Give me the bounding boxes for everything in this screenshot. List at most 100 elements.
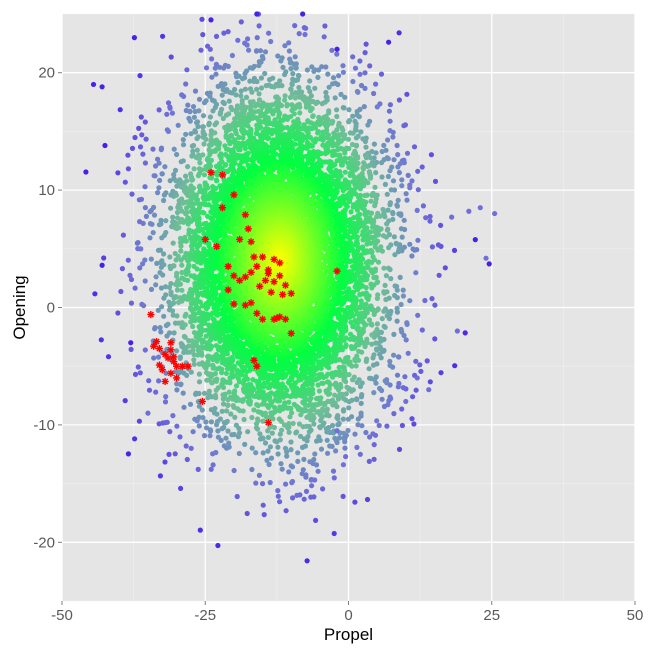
cloud-point xyxy=(330,468,337,474)
cloud-point xyxy=(152,173,158,179)
cloud-point xyxy=(203,65,210,71)
cloud-point xyxy=(402,374,408,380)
cloud-point xyxy=(234,406,241,412)
cloud-point xyxy=(178,485,184,491)
cloud-point xyxy=(229,90,235,96)
cloud-point xyxy=(452,363,458,369)
cloud-point xyxy=(323,388,329,394)
cloud-point xyxy=(387,118,393,124)
cloud-point xyxy=(196,155,202,162)
cloud-point xyxy=(330,152,336,158)
cloud-point xyxy=(205,185,211,191)
cloud-point xyxy=(345,416,351,422)
cloud-point xyxy=(183,443,189,449)
cloud-point xyxy=(347,172,353,179)
cloud-point xyxy=(232,414,238,420)
cloud-point xyxy=(424,358,430,364)
cloud-point xyxy=(228,307,234,313)
cloud-point xyxy=(224,408,230,414)
cloud-point xyxy=(404,91,410,97)
cloud-point xyxy=(157,177,163,183)
cloud-point xyxy=(358,400,364,406)
cloud-point xyxy=(269,430,275,436)
cloud-point xyxy=(297,433,304,439)
cloud-point xyxy=(201,100,208,106)
cloud-point xyxy=(329,47,335,53)
cloud-point xyxy=(163,229,169,236)
cloud-point xyxy=(349,141,356,148)
cloud-point xyxy=(210,108,216,114)
cloud-point xyxy=(92,291,98,297)
cloud-point xyxy=(391,157,397,163)
cloud-point xyxy=(371,390,377,396)
cloud-point xyxy=(253,425,260,431)
cloud-point xyxy=(275,493,281,499)
cloud-point xyxy=(258,75,264,81)
cloud-point xyxy=(352,284,358,290)
cloud-point xyxy=(157,325,163,331)
cloud-point xyxy=(287,414,293,420)
cloud-point xyxy=(153,163,159,169)
cloud-point xyxy=(342,169,348,175)
cloud-point xyxy=(174,348,180,354)
cloud-point xyxy=(174,209,181,216)
cloud-point xyxy=(355,416,361,422)
cloud-point xyxy=(164,111,170,117)
cloud-point xyxy=(253,450,259,456)
cloud-point xyxy=(398,301,404,308)
cloud-point xyxy=(221,65,227,71)
cloud-point xyxy=(168,289,174,295)
cloud-point xyxy=(251,407,257,413)
cloud-point xyxy=(275,83,282,89)
cloud-point xyxy=(221,30,227,36)
cloud-point xyxy=(390,134,396,140)
cloud-point xyxy=(101,255,107,261)
cloud-point xyxy=(271,84,277,90)
cloud-point xyxy=(296,30,302,37)
cloud-point xyxy=(246,118,252,124)
cloud-point xyxy=(186,262,192,268)
cloud-point xyxy=(160,33,166,39)
cloud-point xyxy=(132,134,138,141)
cloud-point xyxy=(357,58,363,64)
cloud-point xyxy=(172,167,179,173)
cloud-point xyxy=(303,25,309,31)
cloud-point xyxy=(275,444,281,450)
cloud-point xyxy=(231,431,237,438)
cloud-point xyxy=(238,88,244,94)
cloud-point xyxy=(413,387,419,393)
cloud-point xyxy=(290,420,296,427)
cloud-point xyxy=(277,78,283,84)
cloud-point xyxy=(275,488,281,494)
cloud-point xyxy=(394,309,400,315)
cloud-point xyxy=(304,67,310,73)
cloud-point xyxy=(208,157,214,163)
cloud-point xyxy=(214,178,220,184)
cloud-point xyxy=(403,337,409,343)
cloud-point xyxy=(347,130,353,136)
cloud-point xyxy=(370,431,376,437)
cloud-point xyxy=(394,305,400,311)
cloud-point xyxy=(194,343,200,349)
cloud-point xyxy=(288,86,294,92)
cloud-point xyxy=(330,81,336,87)
cloud-point xyxy=(143,136,149,142)
cloud-point xyxy=(166,330,173,336)
cloud-point xyxy=(387,394,393,400)
cloud-point xyxy=(383,273,389,279)
cloud-point xyxy=(146,387,153,393)
cloud-point xyxy=(196,423,202,429)
cloud-point xyxy=(184,209,190,215)
cloud-point xyxy=(313,517,319,524)
cloud-point xyxy=(303,104,309,110)
cloud-point xyxy=(131,35,137,41)
cloud-point xyxy=(120,232,126,238)
cloud-point xyxy=(368,198,374,204)
cloud-point xyxy=(309,483,315,489)
cloud-point xyxy=(196,96,203,102)
cloud-point xyxy=(363,144,369,150)
cloud-point xyxy=(281,422,287,428)
cloud-point xyxy=(268,38,274,45)
cloud-point xyxy=(148,256,154,262)
